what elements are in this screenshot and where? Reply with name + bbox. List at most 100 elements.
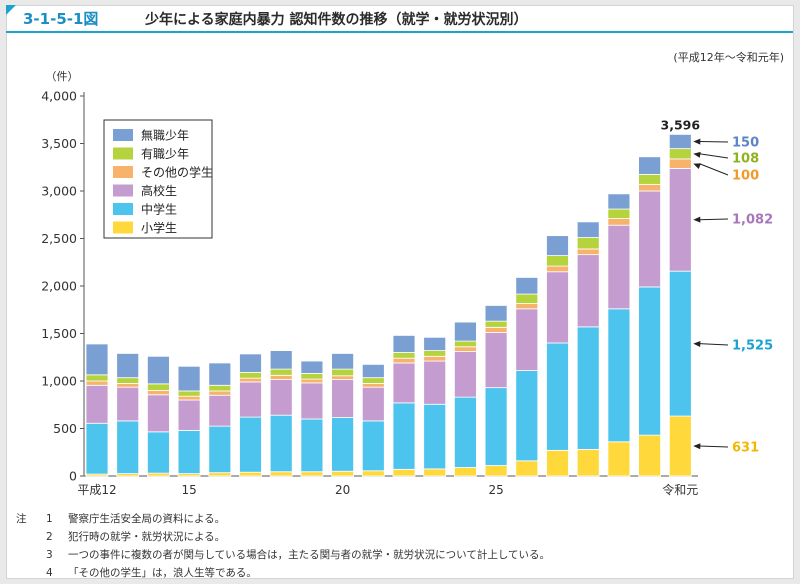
bar-segment xyxy=(177,390,201,397)
bar-segment xyxy=(85,380,109,386)
bar-segment xyxy=(208,390,232,396)
annotation-arrowhead xyxy=(693,216,701,223)
bar-segment xyxy=(361,470,385,477)
bar-segment xyxy=(576,221,600,238)
bar-segment xyxy=(239,471,262,477)
bar-segment xyxy=(146,431,170,474)
bar-segment xyxy=(116,353,140,379)
bar-segment xyxy=(607,208,631,219)
bar-segment xyxy=(269,374,293,380)
bar-segment xyxy=(668,133,692,150)
y-tick-label: 3,000 xyxy=(41,184,77,199)
x-tick-label: 20 xyxy=(335,483,350,497)
bar-segment xyxy=(484,326,508,333)
bar-segment xyxy=(668,158,692,169)
bar-segment xyxy=(392,334,416,353)
legend-label: 高校生 xyxy=(141,183,177,198)
note-text: 「その他の学生」は，浪人生等である。 xyxy=(68,567,257,579)
bar-segment xyxy=(607,218,631,226)
bar-segment xyxy=(453,321,477,342)
bar-segment xyxy=(392,352,416,359)
figure-header: 3-1-5-1図 少年による家庭内暴力 認知件数の推移（就学・就労状況別） xyxy=(6,5,793,33)
bar-segment xyxy=(638,434,661,477)
x-tick-label: 15 xyxy=(181,483,196,497)
y-tick-label: 1,000 xyxy=(41,374,77,389)
bar-segment xyxy=(453,351,477,398)
bar-segment xyxy=(484,305,508,322)
bar-segment xyxy=(392,357,416,364)
x-tick-label: 25 xyxy=(488,483,503,497)
bar-segment xyxy=(515,460,539,477)
bar-segment xyxy=(546,265,569,273)
bar-segment xyxy=(269,379,293,416)
bar-segment xyxy=(546,449,569,477)
bar-segment xyxy=(331,470,355,477)
bar-segment xyxy=(668,270,692,417)
bar-segment xyxy=(638,156,661,175)
bar-segment xyxy=(146,394,170,433)
bar-segment xyxy=(515,308,539,371)
annotation-arrow-line xyxy=(699,218,729,221)
y-tick-label: 2,500 xyxy=(41,231,77,246)
annotation-arrowhead xyxy=(693,151,701,158)
bar-segment xyxy=(453,467,477,477)
notes-head: 注 xyxy=(16,513,27,525)
bar-segment xyxy=(546,255,569,267)
period-label: (平成12年～令和元年) xyxy=(673,51,784,64)
annotation-arrow-line xyxy=(699,343,729,346)
bar-segment xyxy=(177,395,201,401)
bar-segment xyxy=(361,363,385,379)
bar-segment xyxy=(668,415,692,477)
bar-segment xyxy=(146,383,170,391)
bar-segment xyxy=(239,416,262,473)
annotation-arrowhead xyxy=(693,163,701,170)
annotation-arrowhead xyxy=(693,340,701,347)
bar-segment xyxy=(116,386,140,422)
note-text: 一つの事件に複数の者が関与している場合は，主たる関与者の就学・就労状況について計… xyxy=(68,549,551,561)
note-text: 犯行時の就学・就労状況による。 xyxy=(68,531,226,543)
bar-segment xyxy=(453,346,477,352)
annotation-arrowhead xyxy=(693,138,701,145)
bar-segment xyxy=(208,394,232,427)
bar-segment xyxy=(116,382,140,388)
note-number: 4 xyxy=(46,567,53,579)
y-tick-label: 4,000 xyxy=(41,89,77,104)
legend-swatch xyxy=(113,203,133,215)
annotation-arrow-line xyxy=(699,163,729,176)
notes: 注 1 警察庁生活安全局の資料による。 2 犯行時の就学・就労状況による。 3 一つの事… xyxy=(16,510,550,582)
bar-segment xyxy=(423,355,447,362)
bar-segment xyxy=(423,468,447,477)
bar-segment xyxy=(239,381,262,418)
bar-segment xyxy=(576,237,600,250)
bar-segment xyxy=(85,422,109,475)
bar-segment xyxy=(239,353,262,373)
bar-segment xyxy=(85,374,109,382)
bar-segment xyxy=(361,382,385,388)
bar-segment xyxy=(300,418,324,473)
bar-segment xyxy=(331,375,355,380)
bar-segment xyxy=(177,399,201,431)
bar-segment xyxy=(638,190,661,288)
annotation-label: 631 xyxy=(732,441,759,456)
bar-segment xyxy=(576,448,600,477)
total-label: 3,596 xyxy=(661,117,701,132)
bar-segment xyxy=(638,183,661,192)
bar-segment xyxy=(146,472,170,477)
bar-segment xyxy=(392,402,416,470)
bar-segment xyxy=(607,193,631,210)
bar-segment xyxy=(116,377,140,384)
note-item-4: 4 「その他の学生」は，浪人生等である。 xyxy=(16,564,550,582)
bar-segment xyxy=(208,425,232,474)
bar-segment xyxy=(638,286,661,436)
legend-label: 無職少年 xyxy=(141,128,189,143)
bar-segment xyxy=(453,340,477,348)
bar-segment xyxy=(453,396,477,468)
legend-swatch xyxy=(113,221,133,234)
bar-segment xyxy=(331,353,355,370)
bar-segment xyxy=(208,362,232,386)
note-item-2: 2 犯行時の就学・就労状況による。 xyxy=(16,528,550,546)
bar-segment xyxy=(668,148,692,160)
bar-segment xyxy=(576,326,600,450)
annotation-arrow-line xyxy=(699,153,729,159)
